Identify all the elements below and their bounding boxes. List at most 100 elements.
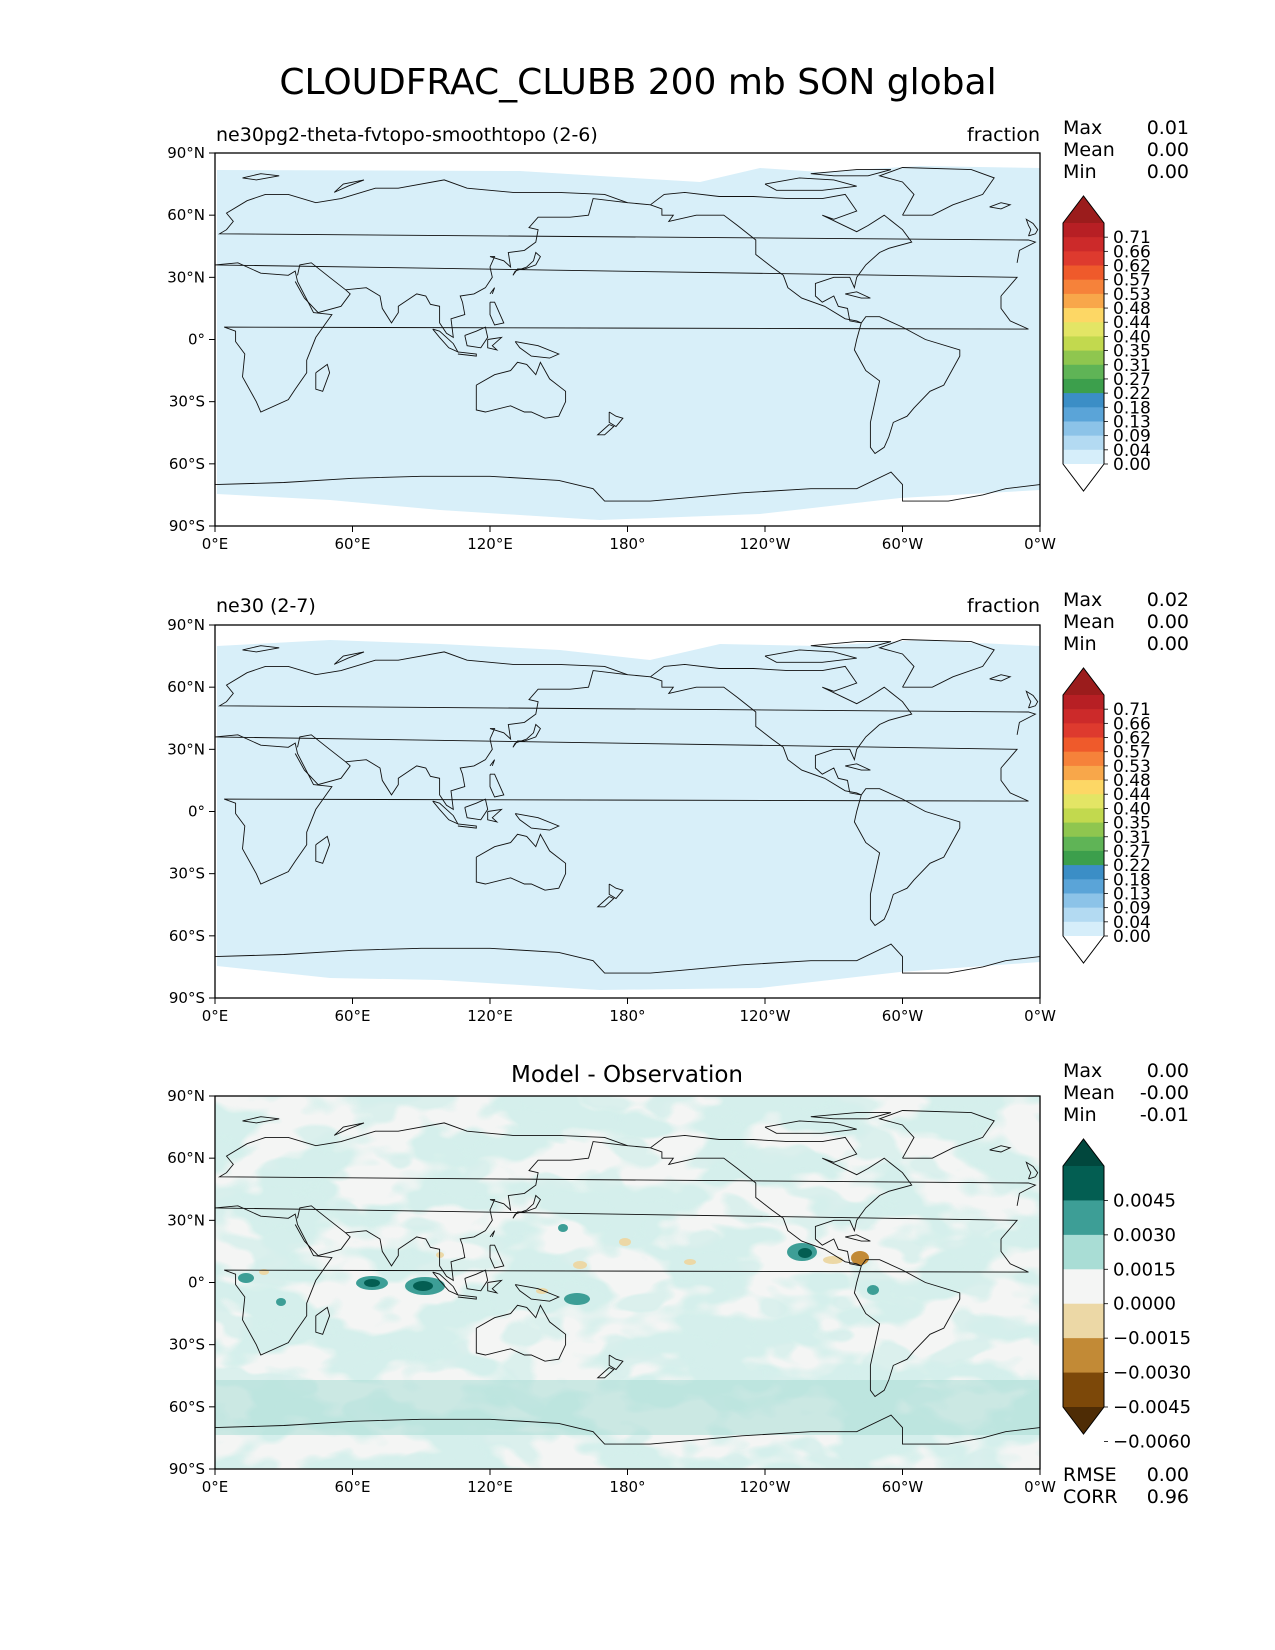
y-tick-label: 30°S [169, 1336, 205, 1354]
coastline [242, 1116, 280, 1124]
negative-anomalies [259, 1238, 869, 1294]
colorbar-label: −0.0030 [1113, 1363, 1191, 1384]
coastline [764, 649, 857, 663]
colorbar-swatch [1063, 865, 1104, 880]
x-tick-label: 180° [609, 535, 645, 553]
x-tick-label: 120°E [467, 535, 513, 553]
y-tick-label: 30°N [167, 268, 205, 286]
coastline [608, 411, 624, 428]
x-tick-label: 60°W [882, 1007, 924, 1025]
stat-value: 0.00 [1147, 1060, 1189, 1082]
colorbar-label: 0.44 [1113, 785, 1151, 805]
colorbar-label: 0.22 [1113, 384, 1151, 404]
colorbar-swatch [1063, 449, 1104, 465]
colorbar-swatch [1063, 350, 1104, 366]
coastline [457, 351, 477, 357]
colorbar-swatch [1063, 765, 1104, 781]
stat-value: 0.00 [1147, 633, 1189, 655]
stat-value: 0.00 [1147, 611, 1189, 633]
coastline [242, 645, 280, 653]
colorbar-label: 0.09 [1113, 899, 1151, 919]
y-tick-label: 90°S [169, 989, 205, 1007]
coastline [1025, 218, 1039, 237]
colorbar-label: 0.35 [1113, 814, 1151, 834]
coastline [214, 1414, 1041, 1445]
colorbar-label: 0.13 [1113, 412, 1151, 432]
stat-label: Max [1063, 117, 1102, 139]
coastline [764, 177, 857, 191]
coastline [989, 202, 1012, 210]
colorbar-label: 0.31 [1113, 828, 1151, 848]
colorbar-label: 0.27 [1113, 842, 1151, 862]
stat-label: Max [1063, 1060, 1102, 1082]
coastline [333, 179, 365, 193]
x-tick-label: 120°W [740, 1007, 791, 1025]
coastline [464, 1269, 489, 1292]
colorbar-label: 0.44 [1113, 313, 1151, 333]
coastline [217, 651, 1037, 735]
colorbar-swatch [1063, 822, 1104, 838]
y-tick-label: 90°N [167, 1087, 205, 1105]
coastline [464, 798, 489, 821]
x-tick-label: 0°W [1024, 1007, 1056, 1025]
colorbar-extend-min [1063, 464, 1104, 491]
stats-box: Max 0.01 Mean 0.00 Min 0.00 [1063, 117, 1189, 183]
positive-anomalies [238, 1224, 879, 1306]
colorbar-swatch [1063, 336, 1104, 351]
colorbar-swatch [1063, 794, 1104, 809]
coastline [596, 896, 615, 908]
y-tick-label: 60°S [169, 927, 205, 945]
coastline [764, 1120, 857, 1134]
coastline [487, 336, 503, 351]
coastline [514, 341, 560, 359]
colorbar-label: 0.00 [1113, 927, 1151, 947]
cloud-field [217, 640, 1040, 990]
panel-units: fraction [967, 124, 1040, 146]
colorbar-swatch [1063, 308, 1104, 323]
coastline [457, 823, 477, 829]
stat-label: Max [1063, 589, 1102, 611]
colorbar-label: 0.18 [1113, 398, 1151, 418]
x-tick-label: 60°E [334, 1007, 370, 1025]
panel-units: fraction [967, 595, 1040, 617]
colorbar-swatch [1063, 293, 1104, 309]
coastline [512, 1194, 541, 1219]
colorbar-extend-min [1063, 1407, 1104, 1434]
coastline [464, 326, 489, 349]
x-tick-label: 60°E [334, 1478, 370, 1496]
x-tick-label: 120°W [740, 1478, 791, 1496]
coastline [475, 361, 567, 419]
coastline [475, 833, 567, 891]
coastline [315, 1306, 331, 1335]
colorbar-label: 0.71 [1113, 700, 1151, 720]
cloud-field [217, 166, 1040, 520]
coastline [845, 291, 871, 299]
coastline [650, 1134, 913, 1267]
y-tick-label: 0° [188, 331, 205, 349]
colorbar-label: 0.27 [1113, 370, 1151, 390]
colorbar-extend-max [1063, 196, 1104, 223]
coastline [214, 1205, 1029, 1356]
colorbar-swatch [1063, 836, 1104, 852]
colorbar-swatch [1063, 709, 1104, 724]
coastline [650, 191, 913, 324]
colorbar-swatch [1063, 322, 1104, 337]
coastline [294, 262, 351, 314]
coastline [853, 1259, 961, 1398]
colorbar-swatch [1063, 1234, 1104, 1270]
colorbar-swatch [1063, 751, 1104, 767]
colorbar-swatch [1063, 737, 1104, 753]
x-tick-label: 0°E [202, 1007, 229, 1025]
coastline [214, 943, 1041, 974]
colorbar-label: 0.04 [1113, 913, 1151, 933]
x-axis: 0°E 60°E 120°E 180° 120°W 60°W 0°W [202, 1469, 1056, 1496]
stat-value: 0.02 [1147, 589, 1189, 611]
colorbar-swatch [1063, 1372, 1104, 1408]
coastline [489, 773, 505, 798]
y-tick-label: 30°N [167, 740, 205, 758]
coastline [345, 198, 628, 339]
colorbar-swatch [1063, 723, 1104, 738]
coastline [242, 173, 280, 181]
coastline [810, 1112, 892, 1120]
colorbar-label: 0.0000 [1113, 1294, 1176, 1315]
